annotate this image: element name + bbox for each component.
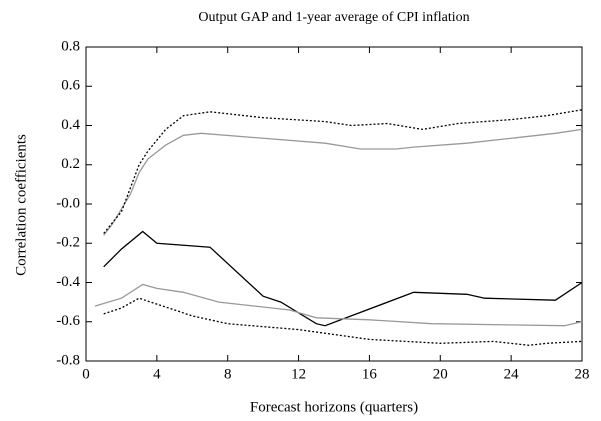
- series-line: [103, 128, 583, 236]
- y-tick-label: -0.2: [56, 235, 80, 251]
- y-tick-label: 0.4: [61, 117, 80, 133]
- series-line: [103, 109, 583, 234]
- x-tick-label: 0: [82, 366, 90, 382]
- y-axis-label: Correlation coefficients: [13, 134, 29, 276]
- x-tick-label: 12: [291, 366, 306, 382]
- x-tick-label: 24: [504, 366, 520, 382]
- chart-title: Output GAP and 1-year average of CPI inf…: [198, 10, 469, 25]
- y-tick-label: -0.0: [56, 195, 80, 211]
- series-line: [94, 283, 583, 327]
- x-tick-label: 28: [575, 366, 590, 382]
- y-tick-label: -0.4: [56, 274, 80, 290]
- x-tick-label: 4: [153, 366, 161, 382]
- y-tick-label: -0.6: [56, 313, 80, 329]
- y-tick-label: 0.8: [61, 38, 80, 54]
- x-tick-label: 16: [362, 366, 378, 382]
- y-tick-label: 0.2: [61, 156, 80, 172]
- x-tick-label: 8: [224, 366, 232, 382]
- series-line: [103, 230, 583, 327]
- series-line: [103, 297, 583, 346]
- x-tick-label: 20: [433, 366, 448, 382]
- x-axis-label: Forecast horizons (quarters): [250, 399, 418, 415]
- y-tick-label: 0.6: [61, 78, 80, 94]
- y-tick-label: -0.8: [56, 352, 80, 368]
- plot-frame: [85, 46, 583, 362]
